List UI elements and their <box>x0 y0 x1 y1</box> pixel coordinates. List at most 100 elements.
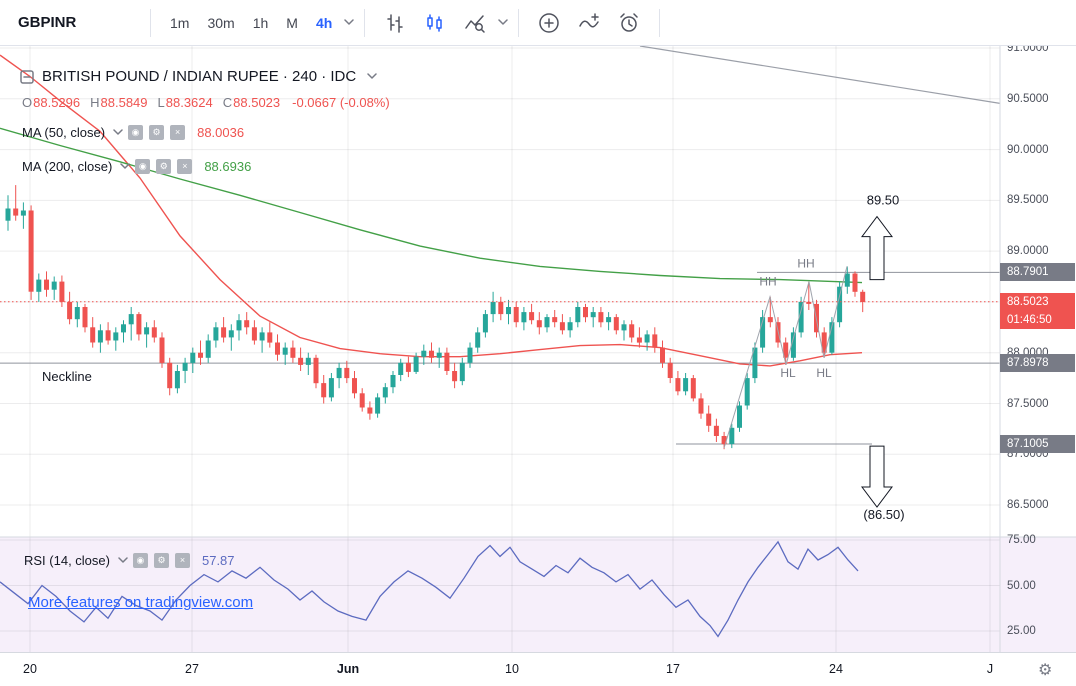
candle-body <box>97 330 103 343</box>
indicators-icon[interactable] <box>457 5 493 41</box>
candle-body <box>90 327 96 343</box>
time-tick-17: 17 <box>666 662 680 676</box>
candle-body <box>629 324 635 338</box>
settings-gear-icon[interactable]: ⚙ <box>149 125 165 140</box>
candle-body <box>559 322 565 331</box>
time-tick-J: J <box>986 662 994 676</box>
candle-body <box>837 286 843 323</box>
candle-body <box>67 301 73 320</box>
compare-add-icon[interactable] <box>531 5 567 41</box>
candle-body <box>5 208 11 221</box>
candle-body <box>190 352 196 363</box>
candle-body <box>436 352 442 358</box>
chevron-down-icon[interactable] <box>113 129 123 136</box>
candle-body <box>606 317 612 323</box>
candle-body <box>852 273 858 292</box>
indicator-row-ma200[interactable]: MA (200, close) ◉ ⚙ × 88.6936 <box>22 159 251 174</box>
candle-body <box>660 347 665 363</box>
visibility-icon[interactable]: ◉ <box>135 159 151 174</box>
rsi-line <box>0 540 859 638</box>
interval-button-1h[interactable]: 1h <box>252 14 269 31</box>
toolbar-separator <box>518 8 520 37</box>
target-arrow-up <box>861 215 893 281</box>
indicator-row-rsi[interactable]: RSI (14, close) ◉ ⚙ × 57.87 <box>24 553 235 568</box>
visibility-icon[interactable]: ◉ <box>132 553 148 568</box>
candle-body <box>198 352 203 358</box>
candle-body <box>513 307 519 323</box>
top-toolbar: GBPINR 1m 30m 1h M 4h <box>0 0 1076 46</box>
candle-body <box>82 307 88 328</box>
candle-body <box>413 356 419 372</box>
neckline-label: Neckline <box>42 369 92 384</box>
candle-body <box>737 405 742 428</box>
candle-body <box>382 387 388 398</box>
candle-body <box>336 367 342 379</box>
rsi-value: 57.87 <box>201 553 235 568</box>
chevron-down-icon[interactable] <box>498 19 509 26</box>
candle-body <box>636 337 642 343</box>
ma200-line <box>0 127 863 284</box>
price-tick-86.5000: 86.5000 <box>1007 499 1049 511</box>
candle-body <box>590 312 596 318</box>
alert-clock-icon[interactable] <box>611 5 647 41</box>
candle-body <box>328 378 334 398</box>
candle-body <box>721 436 727 445</box>
time-axis[interactable]: ⚙ 20 27 Jun 10 17 24 J <box>0 652 1076 686</box>
settings-gear-icon[interactable]: ⚙ <box>153 553 169 568</box>
ma200-value: 88.6936 <box>204 159 252 174</box>
chart-style-bars-icon[interactable] <box>377 5 413 41</box>
time-tick-24: 24 <box>829 662 843 676</box>
candle-body <box>74 307 80 320</box>
price-axis[interactable]: 91.000090.500090.000089.500089.000088.50… <box>1000 42 1076 652</box>
price-tick-89.0000: 89.0000 <box>1007 245 1049 258</box>
candle-body <box>790 332 796 358</box>
candle-body <box>236 320 242 331</box>
visibility-icon[interactable]: ◉ <box>128 125 144 140</box>
candle-body <box>51 281 57 290</box>
symbol-legend-row[interactable]: BRITISH POUND / INDIAN RUPEE · 240 · IDC <box>20 68 377 85</box>
candle-body <box>352 378 357 394</box>
interval-button-1m[interactable]: 1m <box>170 14 190 31</box>
indicator-row-ma50[interactable]: MA (50, close) ◉ ⚙ × 88.0036 <box>22 125 244 140</box>
interval-button-4h[interactable]: 4h <box>315 14 333 31</box>
price-tick-87.5000: 87.5000 <box>1007 397 1049 410</box>
drawing-tools-icon[interactable] <box>571 5 607 41</box>
remove-icon[interactable]: × <box>170 125 186 140</box>
tradingview-watermark-link[interactable]: More features on tradingview.com <box>28 594 254 611</box>
interval-button-M[interactable]: M <box>286 14 298 31</box>
candle-body <box>575 307 581 323</box>
collapse-legend-icon[interactable] <box>20 69 34 84</box>
level-badge-87-8978: 87.8978 <box>1000 354 1075 373</box>
interval-button-30m[interactable]: 30m <box>207 14 235 31</box>
settings-gear-icon[interactable]: ⚙ <box>156 159 172 174</box>
remove-icon[interactable]: × <box>174 553 190 568</box>
candle-body <box>28 210 34 292</box>
candle-body <box>713 425 719 436</box>
symbol-button[interactable]: GBPINR <box>18 14 77 31</box>
chart-settings-gear-icon[interactable]: ⚙ <box>1038 662 1053 679</box>
chevron-down-icon[interactable] <box>367 73 377 80</box>
remove-icon[interactable]: × <box>177 159 193 174</box>
rsi-label: RSI (14, close) <box>24 553 110 568</box>
candle-body <box>375 397 381 414</box>
candle-body <box>621 324 627 331</box>
price-tick-90.5000: 90.5000 <box>1007 92 1049 105</box>
toolbar-separator <box>659 8 661 37</box>
candle-body <box>13 208 19 216</box>
chart-style-candles-icon[interactable] <box>417 5 453 41</box>
candle-body <box>783 342 789 358</box>
low-value: 88.3624 <box>165 95 213 110</box>
candle-body <box>113 332 119 341</box>
chevron-down-icon[interactable] <box>120 163 131 170</box>
candle-body <box>536 320 542 328</box>
target-arrow-down <box>861 445 893 508</box>
candle-body <box>467 347 473 363</box>
time-tick-10: 10 <box>505 662 519 676</box>
candle-body <box>529 312 535 321</box>
candle-body <box>421 350 427 357</box>
chevron-down-icon[interactable] <box>344 19 355 26</box>
candle-body <box>744 378 750 406</box>
candle-body <box>344 367 350 379</box>
rsi-tick-75.00: 75.00 <box>1007 534 1036 546</box>
chevron-down-icon[interactable] <box>118 557 128 564</box>
